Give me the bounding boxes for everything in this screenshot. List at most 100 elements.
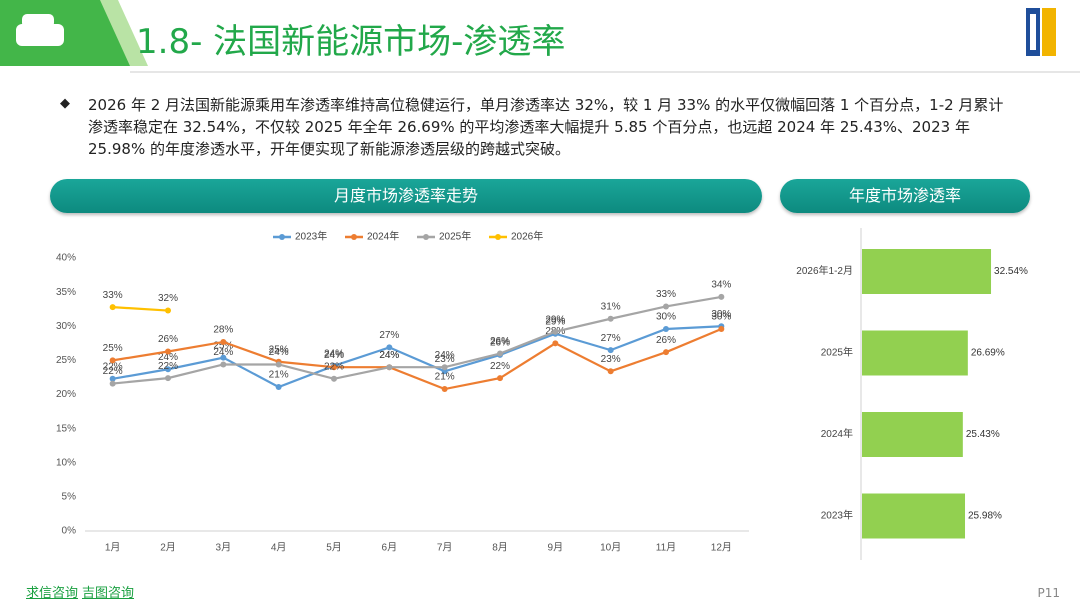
y-tick-label: 15% (56, 423, 76, 434)
data-label: 25% (103, 343, 123, 354)
data-label: 24% (379, 350, 399, 361)
x-tick-label: 5月 (326, 542, 342, 554)
x-tick-label: 12月 (711, 542, 732, 554)
data-label: 29% (545, 316, 565, 327)
category-label: 2025年 (821, 346, 853, 359)
y-tick-label: 40% (56, 253, 76, 264)
data-label: 30% (656, 312, 676, 323)
data-label: 26% (490, 338, 510, 349)
x-tick-label: 3月 (216, 542, 232, 554)
data-point (386, 364, 393, 371)
data-label: 22% (490, 361, 510, 372)
x-tick-label: 4月 (271, 542, 287, 554)
summary: 2026 年 2 月法国新能源乘用车渗透率维持高位稳健运行，单月渗透率达 32%… (88, 96, 1004, 158)
y-tick-label: 25% (56, 355, 76, 366)
y-tick-label: 10% (56, 457, 76, 468)
data-label: 21% (435, 372, 455, 383)
data-label: 26.69% (971, 348, 1005, 359)
data-label: 34% (711, 280, 731, 291)
y-tick-label: 0% (62, 526, 77, 537)
data-point (552, 340, 559, 347)
data-point (441, 386, 448, 393)
footer-link[interactable]: 吉图咨询 (82, 586, 135, 601)
data-point (497, 375, 503, 382)
page-title: 1.8- 法国新能源市场-渗透率 (136, 22, 566, 62)
data-label: 27% (601, 333, 621, 344)
data-label: 22% (103, 361, 123, 372)
header-stripe (100, 0, 148, 66)
data-label: 23% (601, 354, 621, 365)
data-label: 24% (269, 347, 289, 358)
data-point (275, 383, 282, 390)
x-tick-label: 11月 (656, 542, 676, 554)
car-icon-top (22, 14, 54, 28)
panel-header: 年度市场渗透率 (780, 179, 1030, 213)
bar (862, 493, 966, 539)
x-tick-label: 2月 (160, 542, 176, 554)
legend-swatch (351, 234, 357, 240)
data-point (331, 375, 337, 382)
data-point (663, 325, 669, 332)
panel-header: 月度市场渗透率走势 (50, 179, 762, 213)
car-icon (16, 24, 64, 46)
data-label: 32.54% (994, 266, 1028, 277)
data-label: 33% (656, 289, 676, 300)
data-point (718, 325, 725, 332)
data-label: 28% (213, 325, 233, 336)
y-tick-label: 30% (56, 321, 76, 332)
x-tick-label: 7月 (437, 542, 453, 554)
page-number: P11 (1037, 586, 1060, 600)
category-label: 2026年1-2月 (796, 264, 853, 277)
data-label: 31% (601, 301, 621, 312)
data-point (165, 348, 171, 355)
data-point (607, 368, 614, 375)
data-point (165, 366, 171, 373)
data-point (386, 344, 393, 351)
data-label: 30% (711, 309, 731, 320)
data-point (109, 380, 116, 387)
data-point (165, 307, 171, 314)
data-point (663, 303, 669, 310)
data-point (331, 364, 337, 371)
data-point (275, 361, 282, 368)
legend-swatch (279, 234, 285, 240)
data-label: 25% (213, 340, 233, 351)
data-label: 21% (269, 370, 289, 381)
category-label: 2023年 (821, 509, 853, 522)
data-label: 29% (545, 314, 565, 325)
data-point (109, 304, 116, 311)
data-label: 27% (379, 330, 399, 341)
bullet: ◆ (60, 96, 70, 111)
data-label: 25.43% (966, 429, 1000, 440)
data-point (220, 354, 227, 361)
data-point (552, 328, 559, 335)
data-label: 22% (103, 366, 123, 377)
data-label: 23% (435, 354, 455, 365)
bar (862, 330, 968, 376)
legend-swatch (423, 234, 429, 240)
data-label: 26% (158, 334, 178, 345)
legend-label: 2023年 (295, 230, 327, 243)
logo (1030, 14, 1036, 50)
footer-link[interactable]: 求信咨询 (26, 586, 79, 601)
x-tick-label: 8月 (492, 542, 508, 554)
x-tick-label: 6月 (382, 542, 398, 554)
x-tick-label: 1月 (105, 542, 121, 554)
data-label: 33% (103, 290, 123, 301)
legend-label: 2024年 (367, 230, 399, 243)
data-label: 30% (711, 312, 731, 323)
legend-label: 2026年 (511, 230, 543, 243)
data-point (497, 350, 503, 357)
data-point (109, 375, 116, 382)
bar (862, 249, 992, 294)
data-point (109, 357, 116, 364)
logo (1042, 8, 1056, 56)
data-label: 32% (158, 293, 178, 304)
data-label: 24% (213, 347, 233, 358)
data-point (441, 364, 448, 371)
y-tick-label: 5% (62, 492, 77, 503)
data-label: 22% (158, 361, 178, 372)
